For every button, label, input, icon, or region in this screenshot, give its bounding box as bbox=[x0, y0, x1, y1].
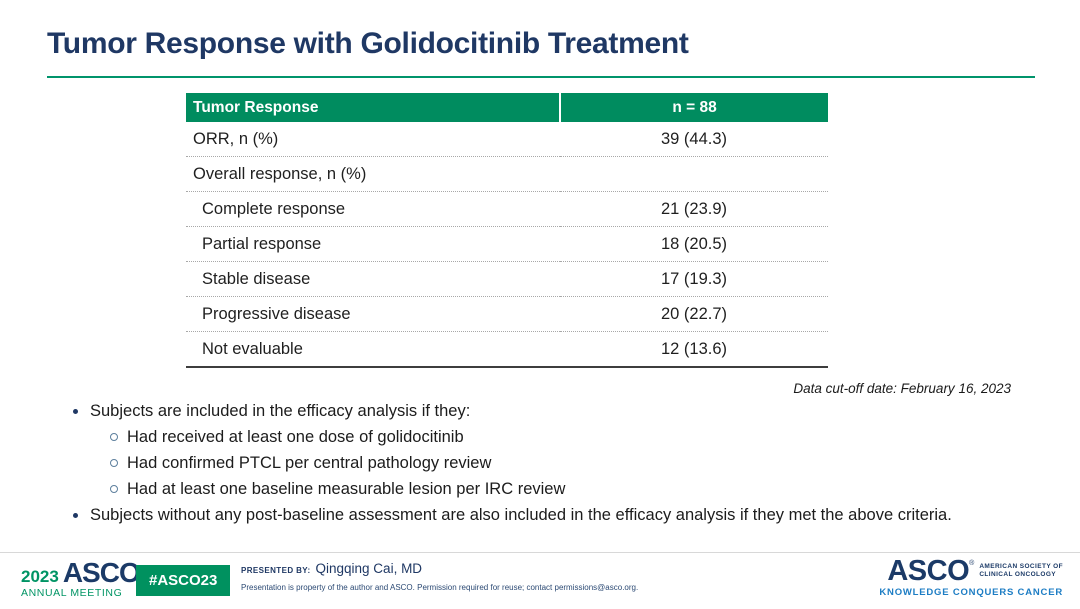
circle-bullet-icon bbox=[110, 478, 127, 493]
asco-society-logo: ASCO ® AMERICAN SOCIETY OF CLINICAL ONCO… bbox=[879, 555, 1063, 599]
row-value bbox=[560, 156, 828, 192]
list-item: Subjects are included in the efficacy an… bbox=[73, 400, 1065, 423]
hashtag-badge: #ASCO23 bbox=[136, 565, 231, 596]
logo-subtitle: ANNUAL MEETING bbox=[21, 587, 123, 599]
table-row: Partial response 18 (20.5) bbox=[186, 226, 828, 262]
row-value: 39 (44.3) bbox=[660, 129, 728, 148]
bullet-text: Had at least one baseline measurable les… bbox=[127, 480, 566, 498]
registered-mark-icon: ® bbox=[969, 560, 975, 567]
row-label: Complete response bbox=[186, 191, 560, 227]
table-row: Progressive disease 20 (22.7) bbox=[186, 296, 828, 332]
table-row: Stable disease 17 (19.3) bbox=[186, 261, 828, 297]
page-title: Tumor Response with Golidocitinib Treatm… bbox=[47, 27, 689, 60]
bullet-list: Subjects are included in the efficacy an… bbox=[73, 400, 1065, 530]
circle-bullet-icon bbox=[110, 452, 127, 467]
tumor-response-table: Tumor Response n = 88 ORR, n (%) 39 (44.… bbox=[186, 93, 828, 368]
society-name: AMERICAN SOCIETY OF CLINICAL ONCOLOGY bbox=[979, 563, 1063, 579]
society-line1: AMERICAN SOCIETY OF bbox=[979, 563, 1063, 570]
row-value: 20 (22.7) bbox=[560, 296, 828, 332]
logo-year: 2023 bbox=[21, 567, 59, 586]
row-label: Progressive disease bbox=[186, 296, 560, 332]
data-cutoff-note: Data cut-off date: February 16, 2023 bbox=[793, 381, 1011, 396]
row-value: 21 (23.9) bbox=[560, 191, 828, 227]
list-item: Had received at least one dose of golido… bbox=[110, 426, 1065, 449]
bullet-dot-icon bbox=[73, 400, 90, 414]
presenter-name: Qingqing Cai, MD bbox=[315, 561, 423, 576]
row-value: 12 (13.6) bbox=[560, 331, 828, 368]
row-label: Not evaluable bbox=[186, 331, 560, 368]
list-item: Had confirmed PTCL per central pathology… bbox=[110, 452, 1065, 475]
logo-tagline: KNOWLEDGE CONQUERS CANCER bbox=[879, 587, 1063, 598]
row-label: ORR, n (%) bbox=[193, 129, 279, 148]
title-underline bbox=[47, 76, 1035, 78]
list-item: Had at least one baseline measurable les… bbox=[110, 478, 1065, 501]
circle-bullet-icon bbox=[110, 426, 127, 441]
presented-by-label: PRESENTED BY: bbox=[241, 566, 311, 575]
table-row: Not evaluable 12 (13.6) bbox=[186, 331, 828, 368]
bullet-dot-icon bbox=[73, 504, 90, 518]
society-line2: CLINICAL ONCOLOGY bbox=[979, 571, 1057, 578]
table-header-row: Tumor Response n = 88 bbox=[186, 93, 828, 122]
bullet-text: Had confirmed PTCL per central pathology… bbox=[127, 454, 492, 472]
footer-divider bbox=[0, 552, 1080, 553]
table-row: ORR, n (%) 39 (44.3) bbox=[186, 122, 828, 157]
table-header-n: n = 88 bbox=[560, 93, 828, 122]
table-row: Complete response 21 (23.9) bbox=[186, 191, 828, 227]
bullet-text: Had received at least one dose of golido… bbox=[127, 428, 464, 446]
row-label: Partial response bbox=[186, 226, 560, 262]
logo-asco-text: ASCO bbox=[62, 557, 141, 588]
presented-by-block: PRESENTED BY: Qingqing Cai, MD Presentat… bbox=[241, 561, 638, 592]
list-item: Subjects without any post-baseline asses… bbox=[73, 504, 1065, 527]
row-value: 18 (20.5) bbox=[560, 226, 828, 262]
row-label: Overall response, n (%) bbox=[186, 156, 560, 192]
bullet-text: Subjects are included in the efficacy an… bbox=[90, 402, 471, 420]
table-header-tumor-response: Tumor Response bbox=[186, 93, 561, 122]
bullet-text: Subjects without any post-baseline asses… bbox=[90, 506, 952, 524]
logo-asco-text: ASCO bbox=[887, 555, 970, 587]
row-value: 17 (19.3) bbox=[560, 261, 828, 297]
asco-annual-meeting-logo: 2023 ASCO ® ANNUAL MEETING bbox=[21, 557, 146, 600]
row-label: Stable disease bbox=[186, 261, 560, 297]
permission-disclaimer: Presentation is property of the author a… bbox=[241, 583, 639, 592]
table-row: Overall response, n (%) bbox=[186, 156, 828, 192]
